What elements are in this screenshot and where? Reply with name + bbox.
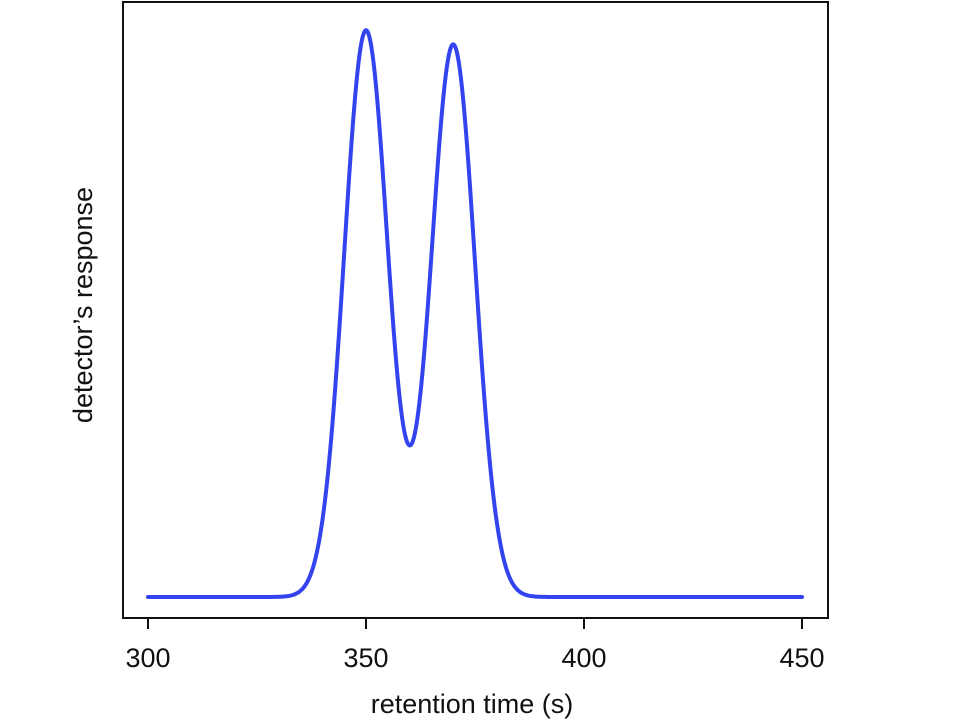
x-tick-label-300: 300 bbox=[125, 643, 170, 673]
x-tick-label-350: 350 bbox=[343, 643, 388, 673]
series-line bbox=[146, 28, 804, 599]
y-axis-title: detector’s response bbox=[68, 187, 98, 423]
x-axis-tick-labels: 300 350 400 450 bbox=[125, 643, 824, 673]
plot-frame bbox=[122, 1, 829, 619]
x-axis-title: retention time (s) bbox=[371, 689, 574, 719]
x-axis-ticks bbox=[147, 618, 803, 629]
x-tick-label-400: 400 bbox=[561, 643, 606, 673]
x-tick-label-450: 450 bbox=[779, 643, 824, 673]
